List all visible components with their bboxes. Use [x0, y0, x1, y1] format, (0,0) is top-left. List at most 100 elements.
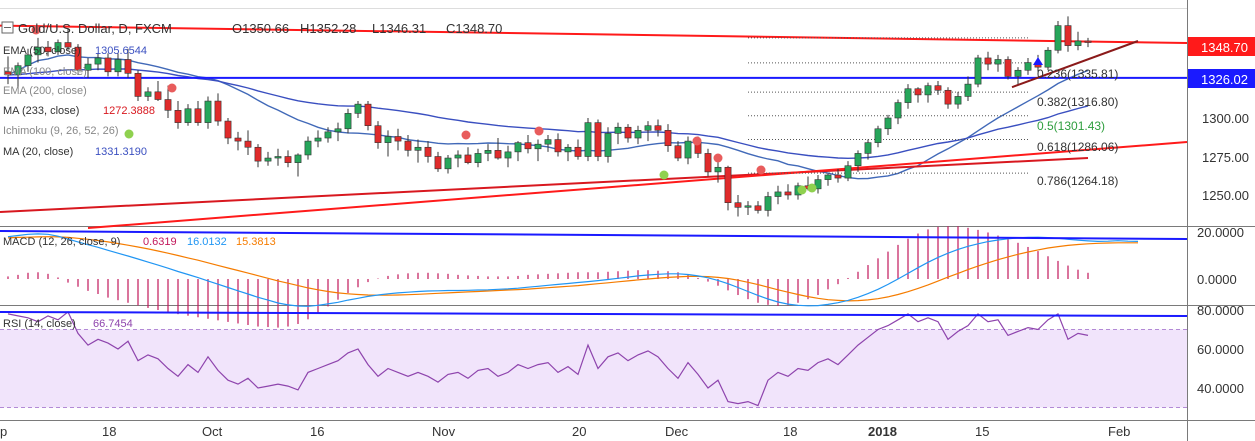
fib-label: 0.382(1316.80) — [1037, 95, 1118, 109]
candle-body — [254, 146, 262, 162]
candle-body — [824, 174, 832, 180]
time-axis-label: 18 — [783, 424, 797, 439]
buy-arrow-icon — [1033, 57, 1043, 65]
macd-value: 16.0132 — [187, 236, 227, 248]
candle-body — [814, 179, 822, 190]
candle-body — [764, 196, 772, 211]
candle-body — [154, 91, 162, 100]
candle-body — [504, 151, 512, 159]
candle-body — [374, 125, 382, 143]
price-axis-label: 1275.00 — [1202, 150, 1249, 165]
price-axis[interactable]: 1300.00 1275.00 1250.00 — [1202, 111, 1249, 203]
price-tag-support-text: 1326.02 — [1201, 72, 1248, 87]
candle-body — [734, 202, 742, 208]
candle-body — [104, 57, 112, 73]
signal-dot-sell — [692, 136, 702, 146]
time-axis-label: p — [0, 424, 7, 439]
fib-label: 0.786(1264.18) — [1037, 174, 1118, 188]
candle-body — [864, 142, 872, 154]
indicator-label[interactable]: EMA (50, close) — [3, 45, 81, 57]
indicator-label[interactable]: EMA (100, close) — [3, 66, 87, 78]
candle-body — [284, 156, 292, 163]
candle-body — [884, 117, 892, 130]
candle-body — [684, 140, 692, 159]
candle-body — [164, 99, 172, 111]
candle-body — [354, 103, 362, 114]
ma233-line — [0, 157, 1089, 213]
time-axis[interactable]: p 18 Oct 16 Nov 20 Dec 18 2018 15 Feb — [0, 424, 1130, 439]
signal-dot-sell — [167, 83, 177, 93]
candle-body — [234, 137, 242, 142]
signal-dot-buy — [807, 183, 817, 193]
time-axis-label: 20 — [572, 424, 586, 439]
candle-body — [544, 139, 552, 145]
candle-body — [934, 85, 942, 91]
price-tag-last: 1348.70 — [1188, 37, 1255, 56]
candle-body — [644, 125, 652, 131]
candle-body — [974, 57, 982, 85]
candle-body — [1014, 69, 1022, 77]
candle-body — [404, 140, 412, 151]
signal-dot-sell — [713, 153, 723, 163]
trend-support-line — [87, 141, 1188, 229]
candle-body — [634, 130, 642, 139]
indicator-label[interactable]: EMA (200, close) — [3, 85, 87, 97]
rsi-label[interactable]: RSI (14, close) — [3, 318, 76, 330]
candle-body — [754, 205, 762, 211]
candle-body — [174, 110, 182, 123]
candle-body — [584, 122, 592, 157]
macd-label[interactable]: MACD (12, 26, close, 9) — [3, 236, 120, 248]
candle-body — [194, 108, 202, 123]
candle-body — [654, 125, 662, 131]
chart-legend: Gold/U.S. Dollar, D, FXCM O1350.66 H1352… — [1, 21, 502, 330]
candle-body — [1064, 25, 1072, 46]
indicator-label[interactable]: MA (233, close) — [3, 105, 79, 117]
candle-body — [444, 157, 452, 170]
macd-axis-label: 20.0000 — [1197, 225, 1244, 240]
candle-body — [44, 46, 52, 53]
time-axis-label: Feb — [1108, 424, 1130, 439]
candle-body — [454, 154, 462, 159]
macd-hist-value: 0.6319 — [143, 236, 177, 248]
candle-body — [224, 120, 232, 139]
candle-body — [604, 133, 612, 157]
indicator-value: 1331.3190 — [95, 146, 147, 158]
candle-body — [624, 126, 632, 139]
time-axis-label: Oct — [202, 424, 223, 439]
macd-signal-line — [7, 236, 1138, 302]
rsi-axis-label: 40.0000 — [1197, 381, 1244, 396]
candle-body — [674, 145, 682, 159]
rsi-axis-label: 60.0000 — [1197, 342, 1244, 357]
candle-body — [424, 146, 432, 157]
rising-trendline — [1011, 40, 1139, 89]
candle-body — [124, 59, 132, 74]
candle-body — [84, 63, 92, 71]
candle-body — [1004, 59, 1012, 77]
candle-body — [4, 71, 12, 76]
candle-body — [914, 88, 922, 96]
candle-body — [524, 142, 532, 150]
candle-body — [74, 46, 82, 71]
candle-body — [574, 146, 582, 157]
candle-body — [204, 100, 212, 123]
signal-dot-sell — [31, 25, 41, 35]
time-axis-label: 2018 — [868, 424, 897, 439]
candle-body — [214, 100, 222, 122]
price-tag-last-bg — [1188, 37, 1255, 56]
candle-body — [334, 128, 342, 133]
rsi-axis[interactable]: 80.0000 60.0000 40.0000 — [1197, 303, 1244, 396]
candle-body — [944, 89, 952, 105]
candle-body — [34, 46, 42, 56]
candle-body — [1044, 49, 1052, 68]
candle-body — [664, 130, 672, 147]
time-axis-label: Dec — [665, 424, 689, 439]
indicator-label[interactable]: MA (20, close) — [3, 146, 73, 158]
fib-labels: 0.236(1335.81) 0.382(1316.80) 0.5(1301.4… — [1037, 67, 1118, 188]
macd-axis[interactable]: 20.0000 0.0000 — [1197, 225, 1244, 287]
candle-body — [854, 153, 862, 167]
indicator-label[interactable]: Ichimoku (9, 26, 52, 26) — [3, 125, 119, 137]
candle-body — [294, 154, 302, 163]
indicator-value: 1272.3888 — [103, 105, 155, 117]
candle-body — [304, 140, 312, 156]
